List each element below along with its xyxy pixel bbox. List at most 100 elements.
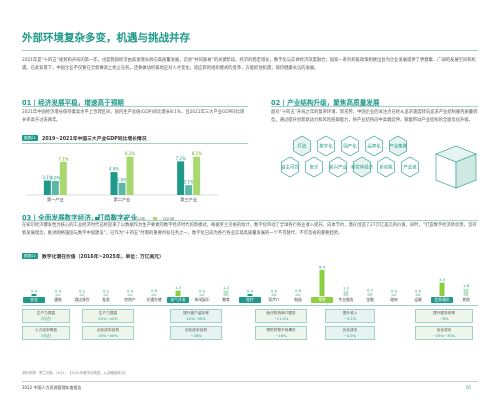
intro-paragraph: 2021年是“十四五”规划和开局的第一年，也是我国经济由高速增长转向高质量发展，… (22, 58, 476, 71)
impact-box-9: 提升服务效率 ~8% (415, 309, 473, 323)
hex-cell (305, 156, 323, 178)
hex-label: 品牌化 (367, 143, 381, 150)
industry-label: 政府 (390, 297, 398, 302)
impact-label: 医疗机构和IT服务 (266, 311, 296, 315)
hex-cell (329, 156, 347, 178)
digital-bar-房地产 (127, 294, 133, 296)
impact-value: ~8% (439, 317, 449, 321)
digital-bar-其他 (463, 288, 469, 296)
impact-value: ~11.2% (273, 317, 289, 321)
industry-label: 医疗IT (268, 297, 280, 302)
digital-value-label: 0.5 (271, 288, 278, 293)
digital-value-label: 0.4 (31, 289, 38, 294)
chart1-tag: 图表01 (22, 135, 38, 141)
chart2-tag: 图表02 (22, 253, 38, 259)
legend-swatch-2021 (153, 217, 158, 220)
digital-value-label: 0.3 (199, 289, 206, 294)
digital-bar-金融 (367, 293, 373, 296)
digital-value-label: 0.2 (79, 289, 86, 294)
section3-divider (22, 220, 478, 221)
impact-label: 生产力提高 (36, 311, 56, 315)
legend-label-2021: 2021年 (162, 217, 175, 221)
section1-heading: 01 | 经济发展平稳，增速高于预期 (22, 99, 124, 107)
digital-bar-制造 (295, 293, 301, 296)
impact-value: ~4.5% (343, 334, 357, 338)
impact-label: 提升收入 (342, 311, 358, 315)
impact-value: 15%~50% (186, 317, 206, 321)
impact-box-labor-cost: 人力成本降低 （可达） (22, 326, 70, 340)
digital-value-label: 1.8 (463, 283, 470, 288)
category-label: 第一产业 (47, 196, 64, 203)
impact-box-1: 生产力提高 25%~42% (82, 309, 134, 323)
digital-bar-专业服务 (343, 291, 349, 296)
digital-value-label: 1.2 (343, 286, 350, 291)
digital-bar-运输 (415, 293, 421, 296)
bar-value-label: 4.9% (109, 167, 119, 172)
impact-label: 提升服务效率 (432, 311, 456, 315)
digital-bar-信息通讯 (439, 282, 445, 296)
bar-第二产业-2021年 (126, 156, 134, 195)
hex-label: 数字化 (319, 143, 333, 150)
hex-label: 产业链 (403, 164, 417, 171)
impact-box-7: 提升收入 ~3.1% (325, 309, 375, 323)
hex-cell (281, 156, 299, 178)
digital-bar-教育 (223, 290, 229, 296)
industry-label: 休闲娱乐 (194, 297, 210, 302)
digital-value-label: 1.4 (223, 285, 230, 290)
bar-第一产业-2019年 (43, 180, 51, 195)
source-note: 资料来源：罗兰贝格，2021，【2021年数字化转型，从战略到执行】 (22, 371, 128, 375)
bar-第三产业-2019年 (177, 161, 185, 195)
impact-label: 生产力提高 (98, 311, 118, 315)
industry-label: 其他 (462, 297, 470, 302)
hex-label: 国产化 (343, 143, 357, 150)
digital-bar-医疗 (247, 294, 253, 296)
industry-label: 交通仓储 (146, 297, 162, 302)
impact-box-5: 医疗机构和IT服务 ~11.2% (255, 309, 307, 323)
industry-label: 酒店餐饮 (74, 297, 90, 302)
digital-value-label: 0.6 (295, 288, 302, 293)
digital-value-label: 0.2 (103, 289, 110, 294)
legend-label-2019: 2019年 (104, 217, 117, 221)
digital-bar-休闲娱乐 (199, 294, 205, 296)
impact-value: ~26% (190, 334, 202, 338)
impact-label: 优化成本结构 (184, 328, 208, 332)
hex-cell (341, 135, 359, 157)
chart1-title: 2019~2021年中国三大产业GDP同比增长情况 (42, 137, 147, 142)
digital-bar-酒店餐饮 (79, 294, 85, 296)
hex-cell (293, 135, 311, 157)
hex-label: 新动能 (379, 164, 393, 171)
digital-value-label: 0.3 (391, 289, 398, 294)
legend-swatch-2020 (124, 217, 129, 220)
digital-bar-医疗IT (271, 293, 277, 296)
impact-label: 优化成本 (342, 328, 358, 332)
digital-value-label: 6.4 (319, 265, 326, 270)
bar-第三产业-2020年 (185, 185, 193, 195)
impact-label: 人力成本降低 (34, 328, 58, 332)
bar-value-label: 3.0% (50, 176, 60, 181)
impact-divider (22, 305, 478, 306)
bar-value-label: 7.2% (176, 156, 186, 161)
impact-box-6: 预防药物不良事件 ~16% (255, 326, 307, 340)
industry-label: 金融 (366, 297, 374, 302)
industry-category-row: 农业 建筑 酒店餐饮 批发 房地产 交通仓储 油气开采 休闲娱乐 教育 医疗 医疗IT 制造 零售 专业服… (22, 297, 478, 304)
impact-box-10: 优化成本 ~25%~35% (415, 326, 473, 340)
impact-label: 提升客户留存率 (183, 311, 209, 315)
digital-value-label: 0.6 (151, 288, 158, 293)
hex-cell (317, 135, 335, 157)
digital-value-label: 0.7 (367, 288, 374, 293)
hex-label: 安全 (310, 164, 319, 171)
digital-value-label: 0.5 (415, 288, 422, 293)
impact-box-4: 优化成本结构 ~26% (170, 326, 222, 340)
chart2-title: 数字化潜在价值（2016年~2025年，单位：万亿美元） (42, 255, 164, 260)
impact-box-2: 优化成本结构 20%~40% (82, 326, 134, 340)
footer-report-title: 2022 中国人力资源管理年度报告 (22, 385, 82, 390)
bar-value-label: 2.1% (184, 180, 194, 185)
bar-第一产业-2021年 (59, 161, 67, 195)
impact-value: ~3.1% (343, 317, 357, 321)
bar-value-label: 7.1% (58, 156, 68, 161)
digital-value-label: 1.3 (175, 285, 182, 290)
impact-label: 预防药物不良事件 (266, 328, 296, 332)
hex-cell (365, 135, 383, 157)
industry-label: 运输 (414, 297, 422, 302)
